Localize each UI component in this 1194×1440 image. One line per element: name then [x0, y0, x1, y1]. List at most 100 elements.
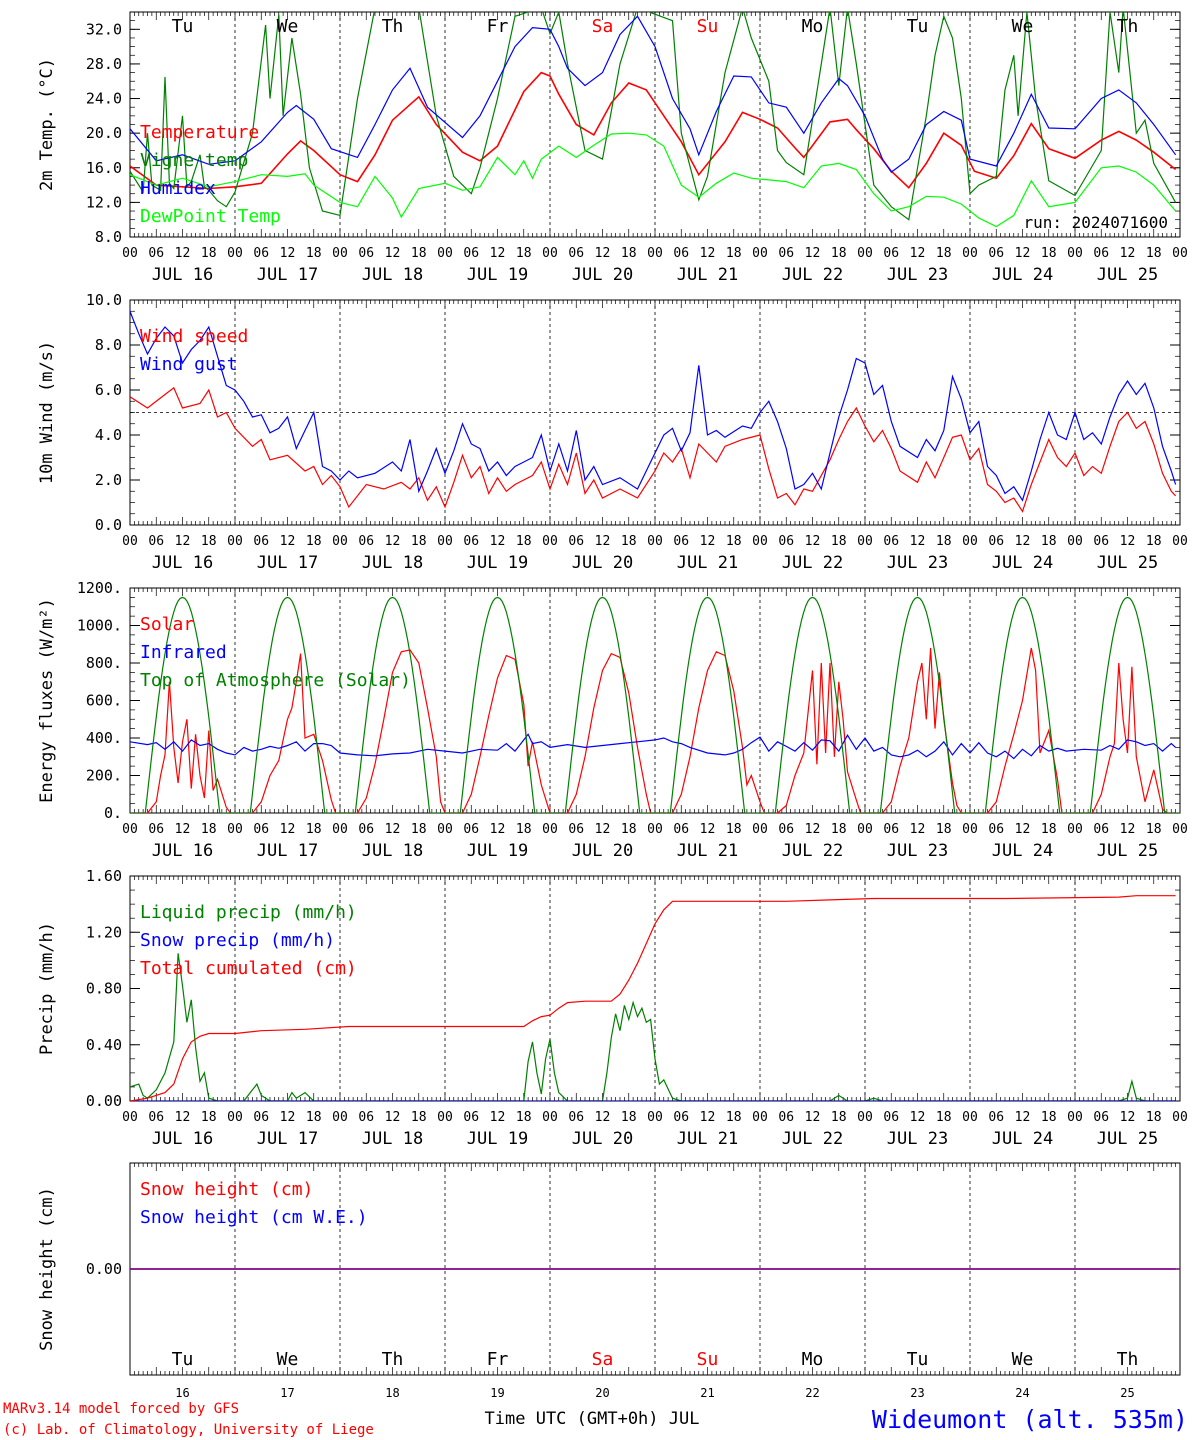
hour-tick-label: 18 [1041, 1110, 1057, 1125]
legend-entry: Liquid precip (mm/h) [140, 902, 357, 923]
hour-tick-label: 00 [227, 822, 243, 837]
y-tick-label: 28.0 [86, 55, 122, 73]
y-tick-label: 8.0 [95, 336, 122, 354]
hour-tick-label: 06 [253, 534, 269, 549]
hour-tick-label: 12 [490, 534, 506, 549]
hour-tick-label: 18 [306, 822, 322, 837]
hour-tick-label: 06 [1093, 822, 1109, 837]
date-label: JUL 16 [152, 265, 213, 285]
hour-tick-label: 18 [621, 534, 637, 549]
date-label: JUL 18 [362, 841, 423, 861]
hour-tick-label: 18 [516, 246, 532, 261]
weekday-label: Sa [592, 16, 614, 37]
day-number-label: 18 [385, 1386, 399, 1400]
date-label: JUL 23 [887, 1129, 948, 1149]
hour-tick-label: 18 [1041, 246, 1057, 261]
hour-tick-label: 12 [1120, 534, 1136, 549]
series-solar [130, 647, 1176, 813]
hour-tick-label: 12 [280, 1110, 296, 1125]
y-tick-label: 0.40 [86, 1036, 122, 1054]
hour-tick-label: 06 [883, 1110, 899, 1125]
hour-tick-label: 18 [1041, 534, 1057, 549]
hour-tick-label: 00 [437, 246, 453, 261]
y-tick-label: 32.0 [86, 20, 122, 38]
y-tick-label: 1000. [77, 617, 122, 635]
legend-entry: Infrared [140, 642, 227, 663]
hour-tick-label: 18 [516, 1110, 532, 1125]
day-number-label: 23 [910, 1386, 924, 1400]
hour-tick-label: 06 [358, 1110, 374, 1125]
weekday-label: Th [1117, 1349, 1139, 1370]
panel-snow: 0.00 Snow height (cm) Snow height (cm) Snow… [37, 1162, 1181, 1400]
y-tick-label: 1.20 [86, 923, 122, 941]
hour-tick-label: 00 [752, 1110, 768, 1125]
hour-tick-label: 12 [490, 1110, 506, 1125]
hour-tick-label: 12 [700, 1110, 716, 1125]
hour-tick-label: 00 [332, 1110, 348, 1125]
hour-tick-label: 12 [1015, 246, 1031, 261]
hour-tick-label: 18 [201, 1110, 217, 1125]
hour-tick-label: 00 [857, 534, 873, 549]
date-label: JUL 19 [467, 553, 528, 573]
hour-tick-label: 00 [332, 246, 348, 261]
hour-tick-label: 18 [411, 534, 427, 549]
date-label: JUL 21 [677, 1129, 738, 1149]
hour-tick-label: 18 [306, 246, 322, 261]
hour-tick-label: 06 [568, 1110, 584, 1125]
hour-tick-label: 00 [122, 822, 138, 837]
hour-tick-label: 18 [1146, 822, 1162, 837]
weekday-label: Th [382, 1349, 404, 1370]
hour-tick-label: 06 [568, 822, 584, 837]
hour-tick-label: 18 [726, 246, 742, 261]
series-vigne-temp [130, 12, 1177, 221]
hour-tick-label: 00 [962, 246, 978, 261]
y-tick-label: 1.60 [86, 867, 122, 885]
hour-tick-label: 12 [805, 822, 821, 837]
hour-tick-label: 06 [253, 246, 269, 261]
weekday-label: We [1012, 1349, 1034, 1370]
hour-tick-label: 12 [910, 246, 926, 261]
hour-tick-label: 12 [805, 534, 821, 549]
y-tick-label: 400. [86, 729, 122, 747]
date-label: JUL 17 [257, 841, 318, 861]
hour-tick-label: 12 [490, 246, 506, 261]
series-infrared [130, 733, 1176, 760]
hour-tick-label: 00 [332, 822, 348, 837]
hour-tick-label: 06 [988, 246, 1004, 261]
hour-tick-label: 12 [385, 822, 401, 837]
y-tick-label: 600. [86, 692, 122, 710]
date-label: JUL 24 [992, 265, 1053, 285]
y-tick-label: 10.0 [86, 291, 122, 309]
date-label: JUL 25 [1097, 553, 1158, 573]
y-tick-label: 2.0 [95, 471, 122, 489]
weekday-label: Mo [802, 16, 824, 37]
date-label: JUL 24 [992, 553, 1053, 573]
hour-tick-label: 12 [595, 534, 611, 549]
hour-tick-label: 12 [595, 822, 611, 837]
weekday-label: Tu [907, 16, 929, 37]
hour-tick-label: 18 [1041, 822, 1057, 837]
hour-tick-label: 06 [673, 822, 689, 837]
hour-tick-label: 12 [490, 822, 506, 837]
hour-tick-label: 00 [542, 246, 558, 261]
hour-tick-label: 12 [175, 822, 191, 837]
legend-entry: Snow height (cm W.E.) [140, 1207, 368, 1228]
date-label: JUL 21 [677, 265, 738, 285]
hour-tick-label: 00 [437, 822, 453, 837]
hour-tick-label: 06 [463, 822, 479, 837]
hour-tick-label: 00 [1172, 534, 1188, 549]
hour-tick-label: 06 [673, 246, 689, 261]
hour-tick-label: 12 [700, 534, 716, 549]
weekday-label: Mo [802, 1349, 824, 1370]
y-tick-label: 0.80 [86, 980, 122, 998]
hour-tick-label: 18 [306, 534, 322, 549]
hour-tick-label: 00 [1067, 822, 1083, 837]
date-label: JUL 21 [677, 841, 738, 861]
weekday-label: Th [382, 16, 404, 37]
hour-tick-label: 18 [831, 822, 847, 837]
hour-tick-label: 12 [280, 534, 296, 549]
hour-tick-label: 18 [411, 246, 427, 261]
hour-tick-label: 00 [542, 1110, 558, 1125]
hour-tick-label: 18 [201, 534, 217, 549]
